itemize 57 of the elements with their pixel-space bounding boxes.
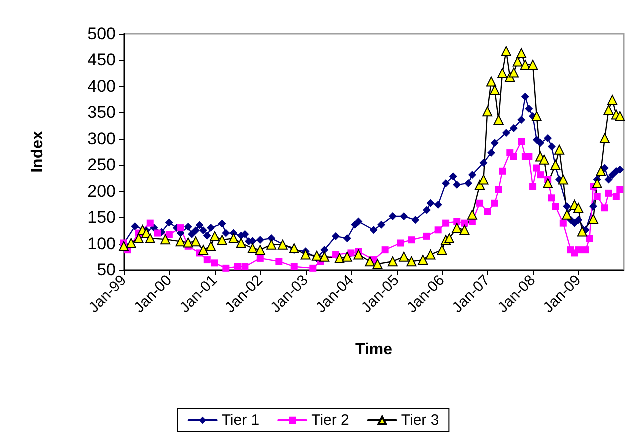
point [560, 220, 567, 227]
point [234, 263, 241, 270]
y-tick-label: 200 [88, 182, 116, 201]
point [382, 246, 389, 254]
point [166, 231, 173, 238]
point [530, 183, 537, 190]
point [605, 190, 612, 197]
y-tick-label: 100 [88, 234, 116, 254]
point [461, 220, 468, 227]
point [495, 186, 502, 194]
y-tick-label: 500 [88, 24, 116, 44]
point [310, 264, 317, 272]
point [222, 264, 230, 272]
point [582, 246, 590, 254]
point [491, 200, 498, 207]
point [510, 153, 518, 160]
point [586, 235, 594, 242]
point [518, 138, 526, 146]
y-tick-label: 300 [88, 129, 116, 148]
point [484, 208, 492, 216]
point [552, 203, 560, 210]
point [424, 232, 431, 240]
point [476, 200, 484, 207]
y-tick-label: 150 [88, 208, 116, 228]
y-axis-title: Index [30, 131, 46, 173]
point [256, 254, 264, 262]
point [601, 204, 608, 212]
point [290, 263, 298, 270]
legend-label: Tier 2 [312, 412, 350, 429]
point [211, 260, 218, 267]
point [408, 236, 416, 244]
x-axis-title: Time [355, 342, 393, 358]
y-tick-label: 400 [88, 76, 116, 96]
y-tick-label: 50 [97, 260, 116, 280]
y-tick-label: 450 [88, 50, 116, 70]
point [242, 263, 249, 270]
point [146, 220, 154, 227]
y-tick-label: 250 [88, 156, 116, 175]
point [548, 194, 556, 202]
point [397, 240, 404, 247]
point [204, 256, 211, 264]
point [594, 193, 601, 200]
point [575, 246, 582, 254]
point [434, 226, 442, 234]
legend-label: Tier 3 [401, 412, 440, 429]
point [442, 220, 450, 227]
point [612, 193, 620, 200]
point [537, 172, 544, 179]
point [616, 186, 624, 194]
point [533, 164, 540, 172]
point [154, 230, 162, 237]
point [276, 258, 283, 266]
point [526, 153, 533, 160]
point [499, 168, 506, 175]
legend-label: Tier 1 [222, 412, 260, 429]
y-tick-label: 350 [88, 103, 116, 122]
point [177, 224, 184, 232]
